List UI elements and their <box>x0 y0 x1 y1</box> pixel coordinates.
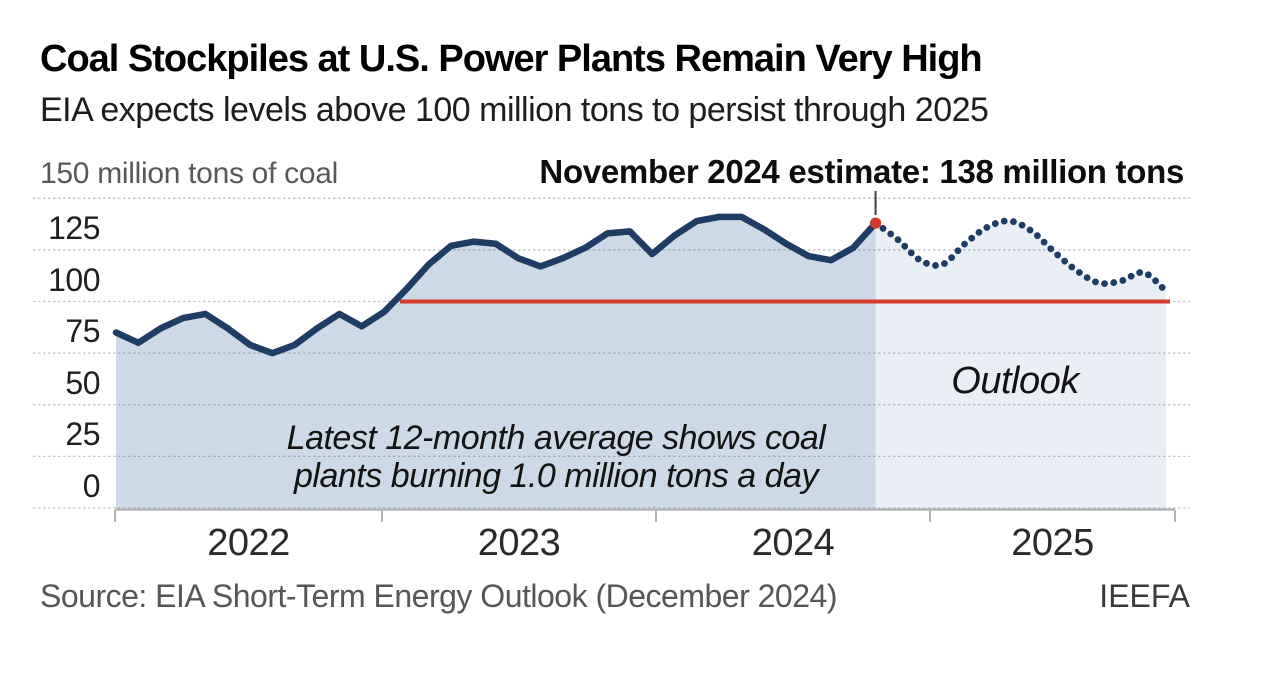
y-tick-label-0: 0 <box>82 468 101 504</box>
outlook-area <box>875 220 1166 508</box>
source-note: Source: EIA Short-Term Energy Outlook (D… <box>40 578 837 614</box>
y-tick-label-100: 100 <box>48 261 100 298</box>
y-tick-label-125: 125 <box>48 209 100 246</box>
burn-rate-annotation-line2: plants burning 1.0 million tons a day <box>294 457 818 495</box>
chart-subtitle: EIA expects levels above 100 million ton… <box>40 91 989 129</box>
y-axis-unit-label: 150 million tons of coal <box>40 157 338 190</box>
y-tick-label-75: 75 <box>65 313 100 350</box>
estimate-point-marker <box>869 217 882 229</box>
estimate-annotation: November 2024 estimate: 138 million tons <box>539 153 1184 190</box>
credit-label: IEEFA <box>1099 578 1190 614</box>
outlook-label: Outlook <box>951 360 1079 402</box>
burn-rate-annotation: Latest 12-month average shows coal plant… <box>287 419 826 495</box>
x-tick-label-2025: 2025 <box>1011 522 1094 564</box>
historical-line <box>112 213 879 357</box>
historical-area <box>116 216 876 508</box>
x-tick-label-2023: 2023 <box>477 522 561 564</box>
y-tick-label-25: 25 <box>65 416 100 453</box>
x-tick-label-2022: 2022 <box>207 522 290 564</box>
outlook-dotted-line <box>872 217 1170 295</box>
y-tick-label-50: 50 <box>65 364 100 401</box>
x-tick-label-2024: 2024 <box>751 522 835 564</box>
page-title: Coal Stockpiles at U.S. Power Plants Rem… <box>40 38 983 80</box>
burn-rate-annotation-line1: Latest 12-month average shows coal <box>286 419 826 457</box>
